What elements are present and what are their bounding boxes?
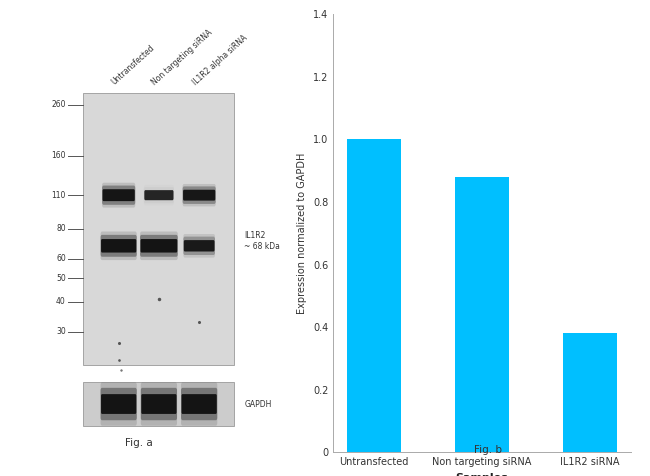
Text: Non targeting siRNA: Non targeting siRNA xyxy=(150,28,214,87)
FancyBboxPatch shape xyxy=(141,394,177,414)
Bar xyxy=(83,93,235,365)
Text: 50: 50 xyxy=(56,274,66,283)
Y-axis label: Expression normalized to GAPDH: Expression normalized to GAPDH xyxy=(298,152,307,314)
FancyBboxPatch shape xyxy=(140,231,178,260)
FancyBboxPatch shape xyxy=(183,234,215,258)
FancyBboxPatch shape xyxy=(101,231,136,260)
Bar xyxy=(563,333,617,452)
FancyBboxPatch shape xyxy=(102,183,135,208)
FancyBboxPatch shape xyxy=(183,190,215,200)
FancyBboxPatch shape xyxy=(183,184,216,207)
FancyBboxPatch shape xyxy=(183,237,215,255)
FancyBboxPatch shape xyxy=(101,388,136,420)
Text: GAPDH: GAPDH xyxy=(244,399,272,408)
FancyBboxPatch shape xyxy=(101,235,136,257)
FancyBboxPatch shape xyxy=(101,394,136,414)
Text: 160: 160 xyxy=(51,151,66,160)
Text: 260: 260 xyxy=(51,100,66,109)
Text: 60: 60 xyxy=(56,255,66,264)
FancyBboxPatch shape xyxy=(183,187,216,204)
Bar xyxy=(455,177,509,452)
FancyBboxPatch shape xyxy=(141,388,177,420)
Text: IL1R2
~ 68 kDa: IL1R2 ~ 68 kDa xyxy=(244,231,280,251)
FancyBboxPatch shape xyxy=(184,240,214,251)
FancyBboxPatch shape xyxy=(101,382,136,426)
FancyBboxPatch shape xyxy=(181,388,217,420)
FancyBboxPatch shape xyxy=(140,239,177,253)
FancyBboxPatch shape xyxy=(102,186,135,205)
Text: 80: 80 xyxy=(56,224,66,233)
FancyBboxPatch shape xyxy=(141,382,177,426)
Text: 110: 110 xyxy=(51,191,66,199)
Bar xyxy=(83,382,235,426)
FancyBboxPatch shape xyxy=(181,394,216,414)
FancyBboxPatch shape xyxy=(140,235,178,257)
Text: IL1R2 alpha siRNA: IL1R2 alpha siRNA xyxy=(190,33,249,87)
FancyBboxPatch shape xyxy=(101,239,136,253)
Text: Fig. b: Fig. b xyxy=(473,445,502,455)
FancyBboxPatch shape xyxy=(144,190,174,200)
Text: 40: 40 xyxy=(56,297,66,306)
X-axis label: Samples: Samples xyxy=(456,473,508,476)
Text: 30: 30 xyxy=(56,327,66,337)
Text: Untransfected: Untransfected xyxy=(110,43,157,87)
FancyBboxPatch shape xyxy=(103,189,135,201)
Text: Fig. a: Fig. a xyxy=(125,438,153,448)
FancyBboxPatch shape xyxy=(181,382,217,426)
Bar xyxy=(346,139,401,452)
